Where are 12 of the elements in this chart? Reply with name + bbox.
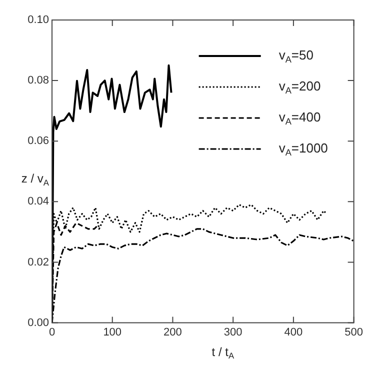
x-tick-label: 200 [164, 326, 182, 338]
y-tick-label: 0.02 [28, 256, 49, 268]
x-tick-label: 500 [344, 326, 364, 338]
y-tick-label: 0.04 [28, 196, 49, 208]
y-tick-label: 0.10 [28, 14, 49, 26]
x-tick-label: 400 [284, 326, 303, 338]
x-tick-label: 100 [103, 326, 122, 338]
y-tick-label: 0.06 [28, 135, 49, 148]
x-tick-label: 300 [224, 326, 242, 338]
y-tick-label: 0.00 [28, 316, 49, 329]
y-tick-label: 0.08 [28, 74, 49, 87]
x-tick-label: 0 [48, 326, 56, 338]
